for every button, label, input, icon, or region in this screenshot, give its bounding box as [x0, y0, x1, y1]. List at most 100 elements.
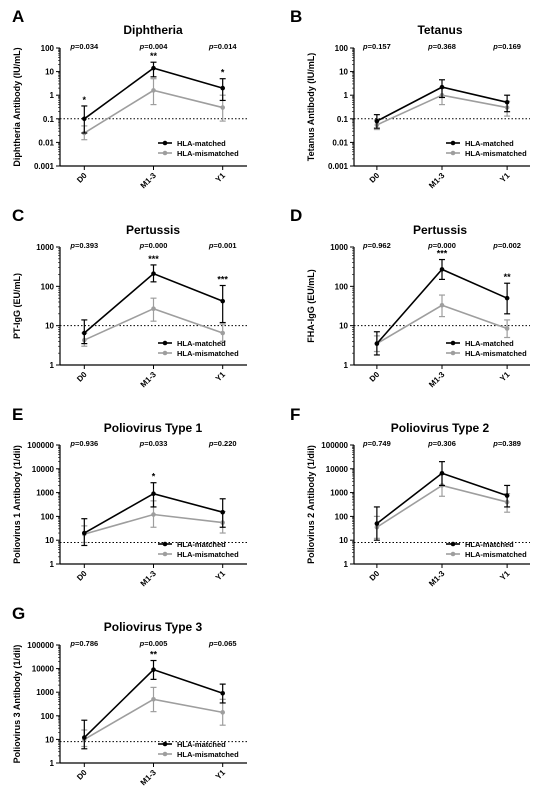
series-hla-matched — [373, 258, 511, 356]
legend-entry: HLA-mismatched — [177, 550, 239, 559]
y-tick-label: 100 — [41, 282, 55, 291]
series-hla-matched — [373, 461, 511, 541]
legend-entry: HLA-matched — [465, 339, 514, 348]
x-tick-label: D0 — [368, 569, 382, 583]
p-value-label: p=0.389 — [492, 439, 521, 448]
p-value-label: p=0.002 — [492, 241, 521, 250]
legend-entry: HLA-matched — [177, 139, 226, 148]
panel-d: D Pertussis FHA-IgG (EU/mL) 1 10 100 1000 D0 M1-… — [290, 206, 530, 389]
x-tick-label: Y1 — [214, 370, 228, 384]
legend-entry: HLA-matched — [177, 740, 226, 749]
y-axis-label: Poliovirus 3 Antibody (1/dil) — [12, 645, 22, 764]
data-point — [151, 491, 156, 496]
y-tick-label: 10000 — [32, 465, 55, 474]
y-tick-label: 100 — [335, 282, 349, 291]
y-tick-label: 10 — [45, 322, 54, 331]
panel-letter: F — [290, 405, 300, 424]
p-value-label: p=0.306 — [427, 439, 456, 448]
y-tick-label: 10000 — [326, 465, 349, 474]
data-point — [151, 667, 156, 672]
y-axis-label: Diphtheria Antibody (IU/mL) — [12, 47, 22, 166]
p-value-label: p=0.065 — [208, 639, 237, 648]
y-tick-label: 100 — [41, 44, 55, 53]
chart-title: Diphtheria — [123, 23, 183, 37]
series-hla-matched — [81, 61, 226, 134]
p-value-label: p=0.034 — [69, 42, 99, 51]
significance-mark: ** — [150, 650, 158, 660]
legend-entry: HLA-mismatched — [177, 349, 239, 358]
y-tick-label: 1000 — [36, 688, 54, 697]
p-value-label: p=0.936 — [69, 439, 98, 448]
data-point — [220, 85, 225, 91]
x-tick-label: Y1 — [498, 171, 512, 185]
y-tick-label: 1000 — [330, 489, 348, 498]
chart-title: Tetanus — [417, 23, 462, 37]
panel-b: B Tetanus Tetanus Antibody (IU/mL) 0.001 0.0… — [290, 7, 530, 190]
significance-mark: *** — [217, 274, 228, 284]
data-point — [82, 530, 87, 536]
significance-mark: * — [221, 68, 225, 78]
legend-entry: HLA-matched — [177, 339, 226, 348]
data-point — [220, 105, 225, 110]
y-tick-label: 100 — [41, 512, 55, 521]
data-point — [374, 341, 380, 346]
y-axis-label: Poliovirus 2 Antibody (1/dil) — [306, 445, 316, 564]
y-tick-label: 100000 — [27, 441, 54, 450]
y-axis-label: FHA-IgG (EU/mL) — [306, 269, 316, 343]
x-tick-label: Y1 — [498, 370, 512, 384]
p-value-label: p=0.220 — [208, 439, 237, 448]
legend-swatch-marker — [450, 140, 456, 146]
y-tick-label: 100 — [41, 712, 55, 721]
y-tick-label: 10 — [339, 322, 348, 331]
p-value-label: p=0.033 — [139, 439, 168, 448]
legend-entry: HLA-mismatched — [465, 149, 527, 158]
data-point — [374, 521, 380, 526]
legend-entry: HLA-matched — [177, 540, 226, 549]
data-point — [439, 302, 445, 308]
y-tick-label: 0.001 — [328, 162, 349, 171]
y-tick-label: 10 — [45, 68, 54, 77]
data-point — [151, 65, 156, 71]
chart-title: Pertussis — [413, 223, 467, 237]
legend-entry: HLA-matched — [465, 139, 514, 148]
p-value-label: p=0.004 — [139, 42, 169, 51]
data-point — [220, 298, 225, 304]
y-tick-label: 0.001 — [34, 162, 55, 171]
panel-c: C Pertussis PT-IgG (EU/mL) 1 10 100 1000 D0 M1-3… — [12, 206, 247, 389]
y-axis-label: Tetanus Antibody (IU/mL) — [306, 53, 316, 162]
chart-title: Poliovirus Type 3 — [104, 620, 203, 634]
panel-letter: C — [12, 206, 24, 225]
y-tick-label: 1 — [50, 361, 55, 370]
legend-entry: HLA-matched — [465, 540, 514, 549]
p-value-label: p=0.001 — [208, 241, 237, 250]
y-tick-label: 1000 — [36, 489, 54, 498]
data-point — [151, 271, 156, 276]
x-tick-label: Y1 — [498, 569, 512, 583]
y-tick-label: 100000 — [321, 441, 348, 450]
panel-letter: A — [12, 7, 24, 26]
y-tick-label: 1000 — [36, 243, 54, 252]
data-point — [374, 118, 380, 124]
legend-entry: HLA-mismatched — [465, 550, 527, 559]
data-point — [151, 512, 156, 517]
panel-f: F Poliovirus Type 2 Poliovirus 2 Antibody … — [290, 405, 530, 588]
y-tick-label: 1 — [50, 560, 55, 569]
panel-a: A Diphtheria Diphtheria Antibody (IU/mL) 0.… — [12, 7, 247, 190]
data-point — [220, 710, 225, 715]
legend-entry: HLA-mismatched — [465, 349, 527, 358]
legend-swatch-marker — [162, 140, 168, 146]
data-point — [151, 697, 156, 702]
panel-letter: D — [290, 206, 302, 225]
y-tick-label: 100 — [335, 512, 349, 521]
p-value-label: p=0.368 — [427, 42, 456, 51]
legend-swatch-marker — [162, 741, 168, 747]
y-tick-label: 10 — [339, 68, 348, 77]
p-value-label: p=0.157 — [362, 42, 391, 51]
p-value-label: p=0.786 — [69, 639, 98, 648]
p-value-label: p=0.014 — [208, 42, 238, 51]
panel-letter: E — [12, 405, 23, 424]
data-point — [220, 690, 225, 696]
x-tick-label: Y1 — [214, 569, 228, 583]
y-axis-label: PT-IgG (EU/mL) — [12, 273, 22, 339]
